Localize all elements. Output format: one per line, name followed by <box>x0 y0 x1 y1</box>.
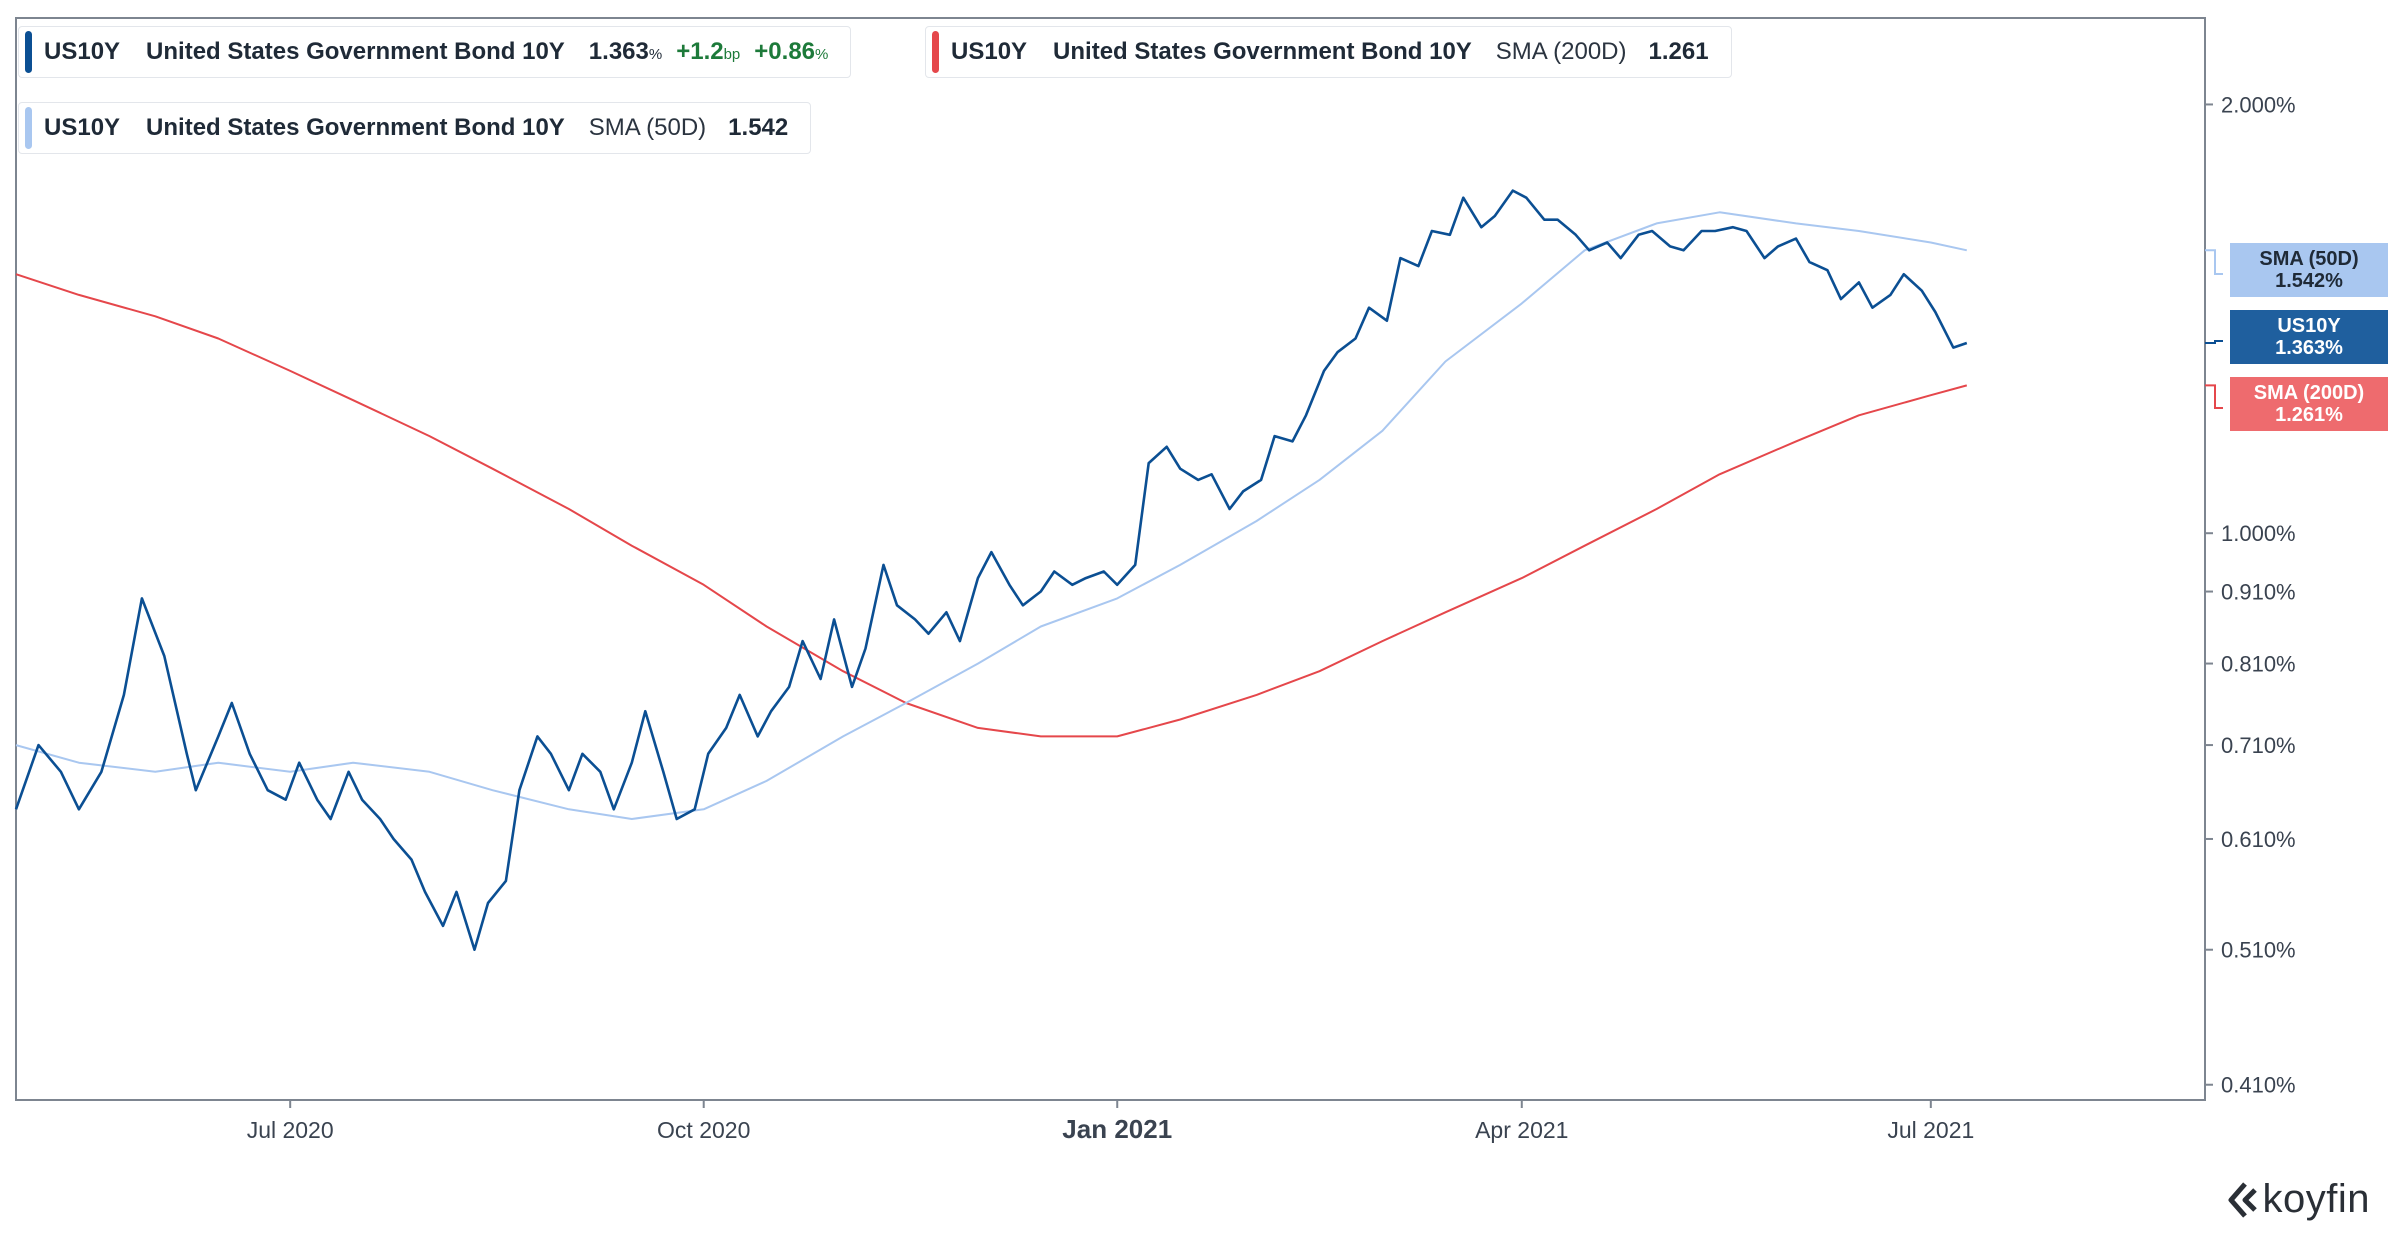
tag-value: 1.363% <box>2275 337 2343 359</box>
legend-name: United States Government Bond 10Y <box>146 114 565 141</box>
legend-change-bp-unit: bp <box>723 46 741 63</box>
x-tick-label: Jul 2020 <box>247 1117 334 1143</box>
y-tick-label: 1.000% <box>2221 521 2296 546</box>
series-line-us10y[interactable] <box>14 189 1968 951</box>
legend-value-unit: % <box>648 46 663 63</box>
y-tick-label: 0.610% <box>2221 827 2296 852</box>
legend-color-bar <box>25 107 32 149</box>
legend-indicator: SMA (50D) <box>588 114 707 141</box>
y-tick-label: 0.710% <box>2221 733 2296 758</box>
price-tag-sma-200: SMA (200D) 1.261% <box>2230 377 2388 431</box>
legend-value: 1.363% <box>588 38 663 65</box>
logo-text: koyfin <box>2262 1177 2370 1221</box>
y-tick-label: 2.000% <box>2221 92 2296 117</box>
series-line-sma-200d-[interactable] <box>15 273 1968 738</box>
tag-value: 1.542% <box>2275 270 2343 292</box>
legend-symbol: US10Y <box>44 114 121 141</box>
legend-name: United States Government Bond 10Y <box>146 38 565 65</box>
legend-indicator: SMA (200D) <box>1495 38 1627 65</box>
x-tick-label: Jan 2021 <box>1062 1114 1172 1144</box>
x-tick-label: Oct 2020 <box>657 1117 750 1143</box>
tag-connectors <box>2205 249 2223 409</box>
legend-symbol: US10Y <box>44 38 121 65</box>
price-tag-us10y: US10Y 1.363% <box>2230 310 2388 364</box>
legend-sma-200[interactable]: US10Y United States Government Bond 10Y … <box>925 26 1732 78</box>
legend-color-bar <box>932 31 939 73</box>
legend-color-bar <box>25 31 32 73</box>
tag-connector <box>2205 384 2223 409</box>
legend-value: 1.261 <box>1648 38 1709 65</box>
koyfin-mark-icon <box>2228 1181 2257 1218</box>
legend-name: United States Government Bond 10Y <box>1053 38 1472 65</box>
tag-value: 1.261% <box>2275 404 2343 426</box>
x-tick-label: Apr 2021 <box>1475 1117 1568 1143</box>
koyfin-logo: koyfin <box>2225 1177 2371 1222</box>
series-layer <box>14 189 1968 951</box>
legend-change-pct-unit: % <box>815 46 829 63</box>
legend-value: 1.542 <box>728 114 789 141</box>
y-tick-label: 0.410% <box>2221 1073 2296 1098</box>
legend-us10y[interactable]: US10Y United States Government Bond 10Y … <box>18 26 852 78</box>
series-line-sma-50d-[interactable] <box>15 211 1968 820</box>
tag-label: SMA (200D) <box>2253 382 2365 404</box>
y-tick-label: 0.810% <box>2221 652 2296 677</box>
x-tick-label: Jul 2021 <box>1887 1117 1974 1143</box>
y-tick-label: 0.910% <box>2221 580 2296 605</box>
legend-change-pct: +0.86% <box>754 38 829 65</box>
legend-symbol: US10Y <box>951 38 1028 65</box>
x-axis: Jul 2020 Oct 2020 Jan 2021 Apr 2021 Jul 2021 <box>247 1100 1974 1144</box>
plot-frame <box>15 17 2206 1101</box>
tag-label: SMA (50D) <box>2259 248 2359 270</box>
y-axis: 2.000% 1.000% 0.910% 0.810% 0.710% 0.610% 0.51… <box>2205 92 2296 1098</box>
price-tag-sma-50: SMA (50D) 1.542% <box>2230 243 2388 297</box>
legend-change-bp: +1.2bp <box>676 38 741 65</box>
tag-connector <box>2205 249 2223 275</box>
legend-sma-50[interactable]: US10Y United States Government Bond 10Y … <box>18 102 812 154</box>
tag-label: US10Y <box>2277 315 2341 337</box>
tag-connector <box>2205 340 2223 345</box>
y-tick-label: 0.510% <box>2221 938 2296 963</box>
